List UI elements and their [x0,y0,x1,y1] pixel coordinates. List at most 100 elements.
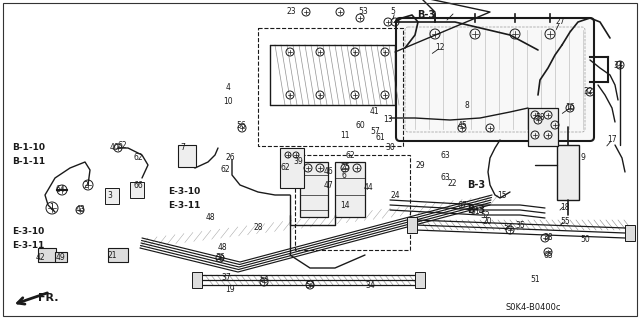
Bar [280,148,304,188]
Text: 29: 29 [415,160,425,169]
Text: 43: 43 [75,205,85,214]
Text: 63: 63 [440,174,450,182]
Text: 67: 67 [457,201,467,210]
Text: 56: 56 [236,121,246,130]
Text: B-1-11: B-1-11 [12,158,45,167]
Text: 9: 9 [580,153,586,162]
Bar [415,272,425,288]
Text: 62: 62 [280,164,290,173]
Text: 53: 53 [358,8,368,17]
Bar [130,182,144,198]
Text: 62: 62 [345,151,355,160]
Bar [108,248,128,262]
Bar [258,28,403,146]
Text: 39: 39 [293,158,303,167]
Text: 12: 12 [435,43,445,53]
Text: 55: 55 [560,218,570,226]
Text: 38: 38 [543,234,553,242]
Text: 33: 33 [613,61,623,70]
Text: 66: 66 [133,181,143,189]
Text: 64: 64 [55,186,65,195]
Text: 6: 6 [342,170,346,180]
Bar [38,248,56,262]
Text: 61: 61 [375,133,385,143]
Text: 50: 50 [580,235,590,244]
Text: 8: 8 [465,100,469,109]
Text: 20: 20 [482,218,492,226]
Text: 28: 28 [253,224,263,233]
Bar [335,162,365,217]
Text: 60: 60 [355,121,365,130]
Text: 35: 35 [515,220,525,229]
Text: 5: 5 [390,8,396,17]
Bar [300,162,328,217]
Text: B-3: B-3 [417,10,435,20]
Text: 18: 18 [560,204,570,212]
Text: 19: 19 [225,285,235,293]
Text: 22: 22 [447,179,457,188]
Text: E-3-11: E-3-11 [12,241,44,249]
Text: 54: 54 [259,276,269,285]
Text: S0K4-B0400c: S0K4-B0400c [505,303,561,313]
Text: 3: 3 [108,190,113,199]
Text: 54: 54 [503,224,513,233]
Text: 36: 36 [215,254,225,263]
Text: 51: 51 [530,276,540,285]
Text: 25: 25 [340,164,350,173]
Bar [55,252,67,262]
Text: 52: 52 [480,211,490,219]
Text: 27: 27 [555,18,565,26]
Text: E-3-10: E-3-10 [168,188,200,197]
Bar [407,217,417,233]
Text: 62: 62 [220,166,230,174]
Text: 42: 42 [35,253,45,262]
Text: B-3: B-3 [467,205,485,215]
Bar [295,155,410,250]
Bar [105,188,119,204]
Text: 54: 54 [305,280,315,290]
Text: 24: 24 [390,190,400,199]
Text: 11: 11 [340,130,349,139]
Text: 13: 13 [383,115,393,124]
Text: 23: 23 [286,8,296,17]
Bar [192,272,202,288]
FancyBboxPatch shape [396,18,594,141]
Text: 4: 4 [225,84,230,93]
Text: 17: 17 [607,136,617,145]
Text: 2: 2 [84,181,88,189]
Text: 63: 63 [440,151,450,160]
Text: 47: 47 [323,181,333,189]
Bar [178,145,196,167]
Text: 62: 62 [133,153,143,162]
Bar [557,145,579,200]
Text: E-3-10: E-3-10 [12,227,44,236]
Text: 31: 31 [470,207,480,217]
Text: 49: 49 [55,254,65,263]
Text: 16: 16 [565,103,575,113]
Text: 44: 44 [363,183,373,192]
Text: 46: 46 [323,167,333,176]
Text: 30: 30 [385,144,395,152]
Text: B-1-10: B-1-10 [12,144,45,152]
Text: 41: 41 [369,108,379,116]
Text: 14: 14 [340,201,350,210]
Text: E-3-11: E-3-11 [168,201,200,210]
Text: 7: 7 [180,144,186,152]
Text: 1: 1 [50,204,54,212]
Bar [625,225,635,241]
Text: 65: 65 [543,250,553,259]
Text: 21: 21 [108,250,116,259]
Bar [528,108,558,146]
Text: 48: 48 [205,213,215,222]
Text: 32: 32 [583,87,593,97]
Text: 37: 37 [221,272,231,281]
Text: 10: 10 [223,98,233,107]
Text: B-3: B-3 [467,180,485,190]
Text: 40: 40 [110,144,120,152]
Text: 26: 26 [225,153,235,162]
Text: 45: 45 [457,121,467,130]
Text: 15: 15 [497,190,507,199]
Text: FR.: FR. [38,293,58,303]
Text: 48: 48 [217,243,227,253]
Text: 34: 34 [365,280,375,290]
